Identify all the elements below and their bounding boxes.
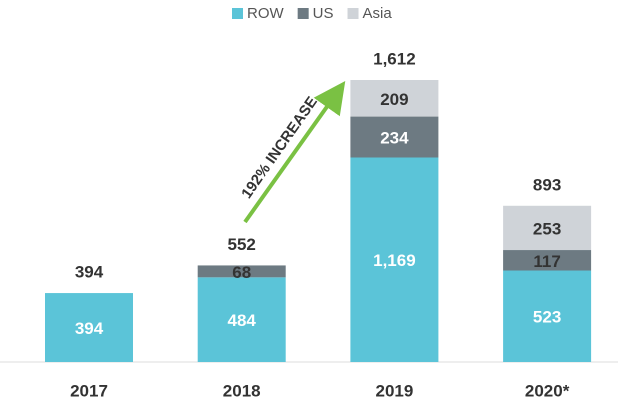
annotation: 192% INCREASE xyxy=(238,94,321,202)
x-tick-label: 2017 xyxy=(70,381,108,400)
increase-arrow xyxy=(243,80,346,224)
x-tick-label: 2018 xyxy=(223,381,261,400)
bar-segment xyxy=(503,205,592,251)
data-label: 68 xyxy=(232,263,251,282)
data-label: 523 xyxy=(533,308,561,327)
x-tick-label: 2020* xyxy=(525,381,570,400)
total-label: 552 xyxy=(228,235,256,254)
total-label: 893 xyxy=(533,175,561,194)
bar-segment xyxy=(350,116,439,158)
legend-label: ROW xyxy=(247,5,285,22)
bar-segment xyxy=(197,265,286,278)
legend-label: Asia xyxy=(363,5,393,22)
total-label: 1,612 xyxy=(373,49,416,68)
data-label: 234 xyxy=(380,129,409,148)
data-label: 253 xyxy=(533,219,561,238)
data-label: 484 xyxy=(228,311,257,330)
x-tick-label: 2019 xyxy=(375,381,413,400)
bar-segment xyxy=(350,80,439,117)
legend-swatch xyxy=(232,8,243,19)
data-label: 117 xyxy=(533,252,560,271)
bar-segment xyxy=(45,293,133,362)
data-label: 209 xyxy=(380,90,408,109)
data-label: 394 xyxy=(75,319,104,338)
bar-segment xyxy=(197,277,286,362)
data-label: 1,169 xyxy=(373,251,416,270)
total-label: 394 xyxy=(75,263,104,282)
legend-swatch xyxy=(297,8,309,19)
bar-segment xyxy=(350,157,439,362)
bar-segment xyxy=(503,270,592,362)
bar-segment xyxy=(503,250,592,271)
legend-label: US xyxy=(313,5,334,22)
legend-swatch xyxy=(347,8,359,19)
